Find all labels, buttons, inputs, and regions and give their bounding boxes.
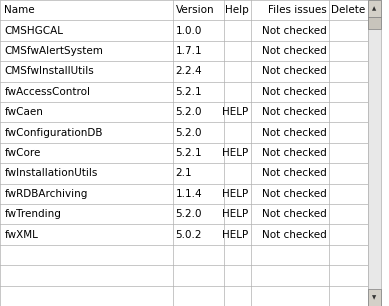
Text: fwInstallationUtils: fwInstallationUtils (4, 168, 98, 178)
Text: 5.0.2: 5.0.2 (175, 230, 202, 240)
Text: CMSfwInstallUtils: CMSfwInstallUtils (4, 66, 94, 76)
Bar (368, 0, 381, 17)
Text: Not checked: Not checked (262, 87, 326, 97)
Text: CMSfwAlertSystem: CMSfwAlertSystem (4, 46, 103, 56)
Text: ▲: ▲ (372, 6, 377, 11)
Text: 5.2.1: 5.2.1 (175, 148, 202, 158)
Text: fwAccessControl: fwAccessControl (4, 87, 90, 97)
Text: fwRDBArchiving: fwRDBArchiving (4, 189, 88, 199)
Text: Not checked: Not checked (262, 168, 326, 178)
Text: Not checked: Not checked (262, 107, 326, 117)
Text: fwTrending: fwTrending (4, 209, 61, 219)
Text: 5.2.0: 5.2.0 (175, 128, 202, 138)
Text: Not checked: Not checked (262, 230, 326, 240)
Text: Version: Version (175, 5, 214, 15)
Text: fwCore: fwCore (4, 148, 41, 158)
Text: fwConfigurationDB: fwConfigurationDB (4, 128, 103, 138)
Text: Files issues: Files issues (268, 5, 326, 15)
Text: Not checked: Not checked (262, 128, 326, 138)
Text: 1.0.0: 1.0.0 (175, 26, 202, 35)
Text: HELP: HELP (223, 230, 249, 240)
Text: Not checked: Not checked (262, 66, 326, 76)
Text: Not checked: Not checked (262, 46, 326, 56)
Text: Not checked: Not checked (262, 26, 326, 35)
Bar (368, 289, 381, 306)
Bar (368, 0, 381, 306)
Text: ▼: ▼ (372, 295, 377, 300)
Bar (368, 17, 381, 29)
Text: fwXML: fwXML (4, 230, 38, 240)
Text: 5.2.0: 5.2.0 (175, 107, 202, 117)
Bar (368, 0, 381, 306)
Text: 1.7.1: 1.7.1 (175, 46, 202, 56)
Text: Delete: Delete (331, 5, 365, 15)
Text: Not checked: Not checked (262, 189, 326, 199)
Text: Help: Help (225, 5, 249, 15)
Text: Name: Name (4, 5, 35, 15)
Text: 2.1: 2.1 (175, 168, 192, 178)
Text: 5.2.1: 5.2.1 (175, 87, 202, 97)
Text: 2.2.4: 2.2.4 (175, 66, 202, 76)
Text: Not checked: Not checked (262, 148, 326, 158)
Text: fwCaen: fwCaen (4, 107, 43, 117)
Text: 5.2.0: 5.2.0 (175, 209, 202, 219)
Text: CMSHGCAL: CMSHGCAL (4, 26, 63, 35)
Text: 1.1.4: 1.1.4 (175, 189, 202, 199)
Text: HELP: HELP (223, 209, 249, 219)
Text: HELP: HELP (223, 107, 249, 117)
Text: HELP: HELP (223, 148, 249, 158)
Text: Not checked: Not checked (262, 209, 326, 219)
Text: HELP: HELP (223, 189, 249, 199)
